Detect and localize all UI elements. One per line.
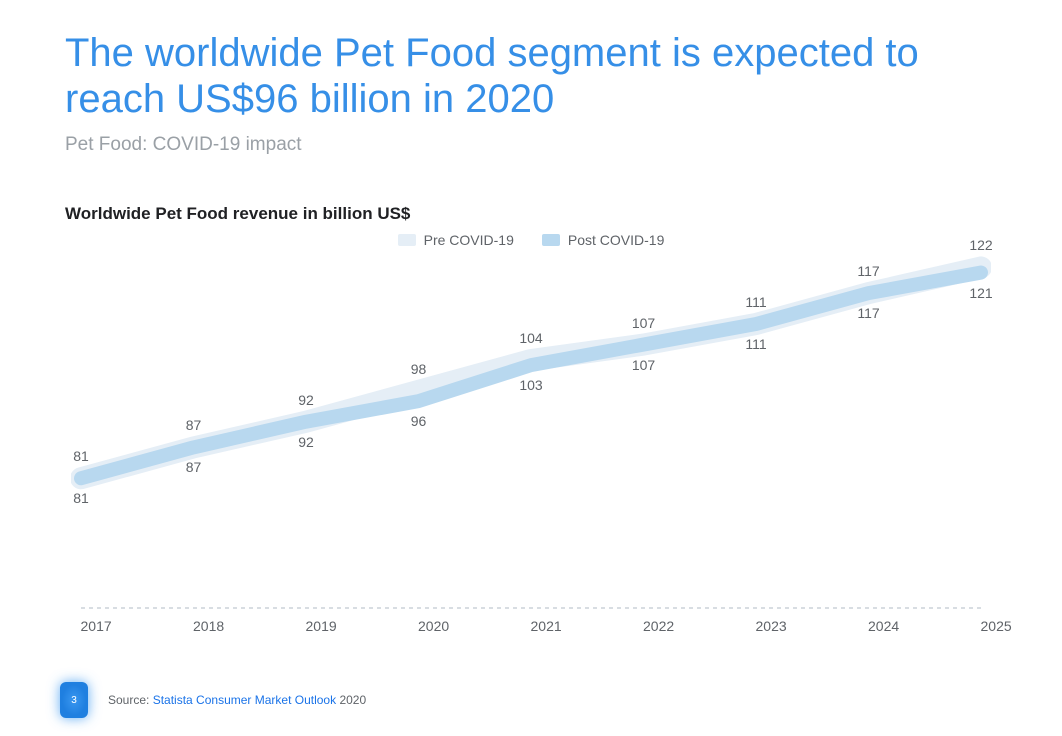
data-label-post: 87 [186,459,202,475]
page-number: 3 [71,695,77,706]
chart-x-axis: 2017 2018 2019 2020 2021 2022 2023 2024 2025 [71,618,991,638]
data-label-pre: 104 [519,330,542,346]
page-subtitle: Pet Food: COVID-19 impact [65,134,997,156]
legend-item-pre: Pre COVID-19 [398,232,514,248]
data-label-pre: 92 [298,392,314,408]
legend-swatch-pre [398,234,416,246]
data-label-post: 117 [857,305,879,321]
x-tick: 2019 [306,618,307,634]
chart-legend: Pre COVID-19 Post COVID-19 [65,232,997,248]
x-tick: 2017 [81,618,82,634]
chart-svg [71,252,991,612]
x-tick: 2018 [193,618,194,634]
source-citation: Source: Statista Consumer Market Outlook… [108,693,366,707]
data-label-post: 92 [298,434,314,450]
data-label-pre: 98 [411,361,427,377]
x-tick: 2022 [643,618,644,634]
source-prefix: Source: [108,693,153,707]
data-label-post: 111 [745,336,766,352]
data-label-post: 107 [632,357,655,373]
data-label-pre: 111 [745,294,766,310]
data-label-post: 121 [969,285,992,301]
legend-label-post: Post COVID-19 [568,232,664,248]
source-link[interactable]: Statista Consumer Market Outlook [153,693,336,707]
data-label-post: 103 [519,377,542,393]
page-number-badge: 3 [60,682,88,718]
data-label-post: 81 [73,490,89,506]
data-label-pre: 81 [73,448,89,464]
x-tick: 2024 [868,618,869,634]
data-label-pre: 117 [857,263,879,279]
legend-item-post: Post COVID-19 [542,232,664,248]
page-title: The worldwide Pet Food segment is expect… [65,30,997,122]
source-suffix: 2020 [336,693,366,707]
data-label-pre: 107 [632,315,655,331]
x-tick: 2020 [418,618,419,634]
legend-swatch-post [542,234,560,246]
x-tick: 2025 [981,618,982,634]
chart-plot-area: 81 81 87 87 92 92 98 96 104 103 107 107 111 111 117 117… [71,252,991,612]
data-label-pre: 122 [969,237,992,253]
chart-title: Worldwide Pet Food revenue in billion US… [65,204,997,224]
x-tick: 2023 [756,618,757,634]
x-tick: 2021 [531,618,532,634]
series-post-covid [81,273,981,479]
data-label-pre: 87 [186,417,202,433]
legend-label-pre: Pre COVID-19 [424,232,514,248]
slide-footer: 3 Source: Statista Consumer Market Outlo… [60,682,366,718]
data-label-post: 96 [411,413,427,429]
